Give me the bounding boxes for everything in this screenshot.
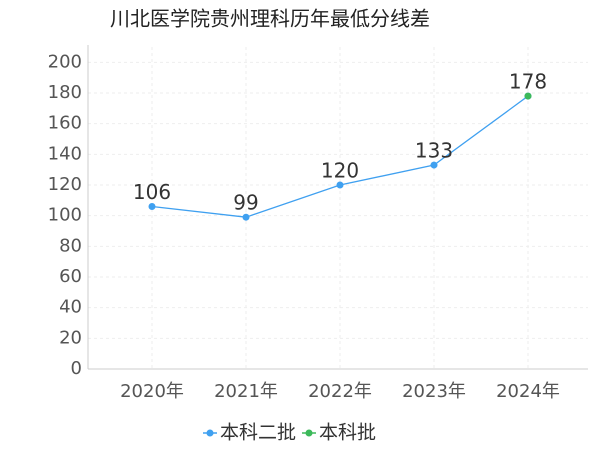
legend-marker [305,429,313,437]
data-label: 120 [321,159,359,183]
data-label: 106 [133,180,171,204]
y-tick-label: 80 [59,235,82,256]
y-tick-label: 140 [48,143,82,164]
y-tick-label: 0 [71,358,82,379]
y-tick-label: 180 [48,82,82,103]
y-tick-label: 60 [59,266,82,287]
legend-marker [206,429,214,437]
data-point [242,213,250,221]
data-point [524,92,532,100]
y-tick-label: 20 [59,327,82,348]
data-label: 133 [415,139,453,163]
legend-label: 本科二批 [220,422,296,444]
legend-label: 本科批 [319,422,376,444]
x-tick-label: 2022年 [308,381,372,402]
y-tick-label: 200 [48,51,82,72]
y-tick-label: 160 [48,113,82,134]
y-tick-label: 100 [48,205,82,226]
data-label: 178 [509,70,547,94]
x-tick-label: 2021年 [214,381,278,402]
data-point [148,202,156,210]
data-point [336,181,344,189]
x-tick-label: 2024年 [496,381,560,402]
x-tick-label: 2023年 [402,381,466,402]
chart-title: 川北医学院贵州理科历年最低分线差 [110,7,430,31]
y-tick-label: 120 [48,174,82,195]
y-tick-label: 40 [59,297,82,318]
x-tick-label: 2020年 [120,381,184,402]
data-label: 99 [233,191,258,215]
data-point [430,161,438,169]
